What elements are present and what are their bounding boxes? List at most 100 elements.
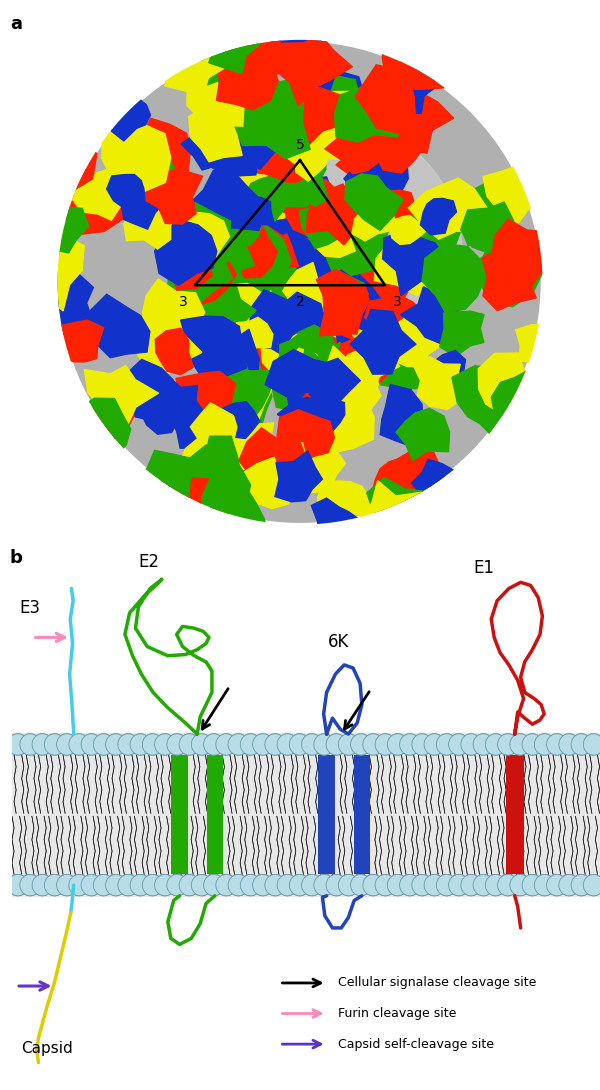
Circle shape: [32, 734, 53, 755]
Polygon shape: [326, 227, 373, 288]
Polygon shape: [283, 231, 326, 280]
Polygon shape: [302, 199, 352, 245]
Circle shape: [522, 874, 542, 896]
Polygon shape: [452, 366, 520, 444]
Polygon shape: [284, 85, 341, 150]
Polygon shape: [235, 246, 292, 293]
Circle shape: [253, 874, 273, 896]
Circle shape: [449, 734, 469, 755]
Circle shape: [436, 734, 457, 755]
Text: Capsid: Capsid: [21, 1041, 73, 1056]
Circle shape: [20, 874, 40, 896]
Polygon shape: [223, 401, 260, 438]
Text: E2: E2: [139, 553, 160, 571]
Polygon shape: [263, 19, 325, 70]
Polygon shape: [355, 291, 391, 331]
Circle shape: [20, 874, 40, 896]
Circle shape: [69, 734, 89, 755]
Polygon shape: [317, 481, 370, 517]
Polygon shape: [337, 338, 398, 390]
Polygon shape: [155, 328, 193, 375]
Polygon shape: [491, 370, 548, 426]
Circle shape: [142, 874, 163, 896]
Circle shape: [583, 734, 600, 755]
Circle shape: [314, 874, 334, 896]
Polygon shape: [239, 246, 273, 280]
Circle shape: [8, 874, 28, 896]
Polygon shape: [64, 169, 124, 234]
Polygon shape: [259, 231, 304, 271]
Circle shape: [216, 874, 236, 896]
Polygon shape: [293, 300, 350, 354]
Circle shape: [510, 874, 530, 896]
Polygon shape: [217, 201, 262, 247]
Circle shape: [338, 874, 359, 896]
Circle shape: [412, 734, 433, 755]
Circle shape: [44, 874, 65, 896]
Bar: [206, 755, 223, 874]
Polygon shape: [360, 241, 422, 304]
Circle shape: [44, 734, 65, 755]
Polygon shape: [60, 144, 97, 192]
Text: Cellular signalase cleavage site: Cellular signalase cleavage site: [338, 977, 537, 990]
Circle shape: [216, 734, 236, 755]
Circle shape: [32, 874, 53, 896]
Text: E3: E3: [19, 598, 40, 617]
Circle shape: [473, 874, 494, 896]
Circle shape: [547, 874, 567, 896]
Polygon shape: [464, 229, 544, 306]
Circle shape: [8, 734, 28, 755]
Circle shape: [216, 874, 236, 896]
Polygon shape: [411, 459, 461, 512]
Polygon shape: [261, 335, 315, 390]
Circle shape: [191, 874, 212, 896]
Circle shape: [522, 874, 542, 896]
Polygon shape: [190, 403, 237, 447]
Polygon shape: [50, 291, 91, 342]
Circle shape: [253, 874, 273, 896]
Circle shape: [106, 874, 126, 896]
Polygon shape: [335, 75, 401, 142]
Polygon shape: [53, 320, 104, 362]
Circle shape: [167, 734, 187, 755]
Polygon shape: [265, 277, 329, 334]
Polygon shape: [260, 259, 322, 327]
Polygon shape: [387, 317, 445, 367]
Circle shape: [350, 874, 371, 896]
Polygon shape: [256, 279, 303, 320]
Circle shape: [56, 734, 77, 755]
Circle shape: [81, 874, 101, 896]
Polygon shape: [238, 116, 310, 181]
Polygon shape: [211, 329, 259, 379]
Text: E1: E1: [473, 559, 494, 578]
Circle shape: [118, 874, 139, 896]
Circle shape: [179, 734, 200, 755]
Text: Capsid self-cleavage site: Capsid self-cleavage site: [338, 1038, 494, 1051]
Circle shape: [69, 734, 89, 755]
Polygon shape: [211, 408, 274, 474]
Circle shape: [485, 874, 506, 896]
Circle shape: [583, 874, 600, 896]
Circle shape: [203, 874, 224, 896]
Polygon shape: [290, 166, 328, 206]
Polygon shape: [454, 181, 503, 246]
Polygon shape: [229, 225, 277, 278]
Polygon shape: [352, 198, 394, 241]
Polygon shape: [277, 230, 341, 296]
Text: 6K: 6K: [328, 632, 349, 651]
Circle shape: [497, 874, 518, 896]
Polygon shape: [320, 76, 374, 136]
Polygon shape: [202, 281, 256, 339]
Circle shape: [388, 874, 408, 896]
Polygon shape: [283, 263, 325, 311]
Circle shape: [265, 874, 286, 896]
Circle shape: [535, 874, 555, 896]
Polygon shape: [256, 304, 295, 358]
Polygon shape: [281, 204, 322, 241]
Circle shape: [167, 734, 187, 755]
Polygon shape: [76, 398, 131, 459]
Polygon shape: [259, 242, 337, 325]
Polygon shape: [260, 292, 328, 373]
Polygon shape: [284, 173, 353, 237]
Circle shape: [228, 734, 248, 755]
